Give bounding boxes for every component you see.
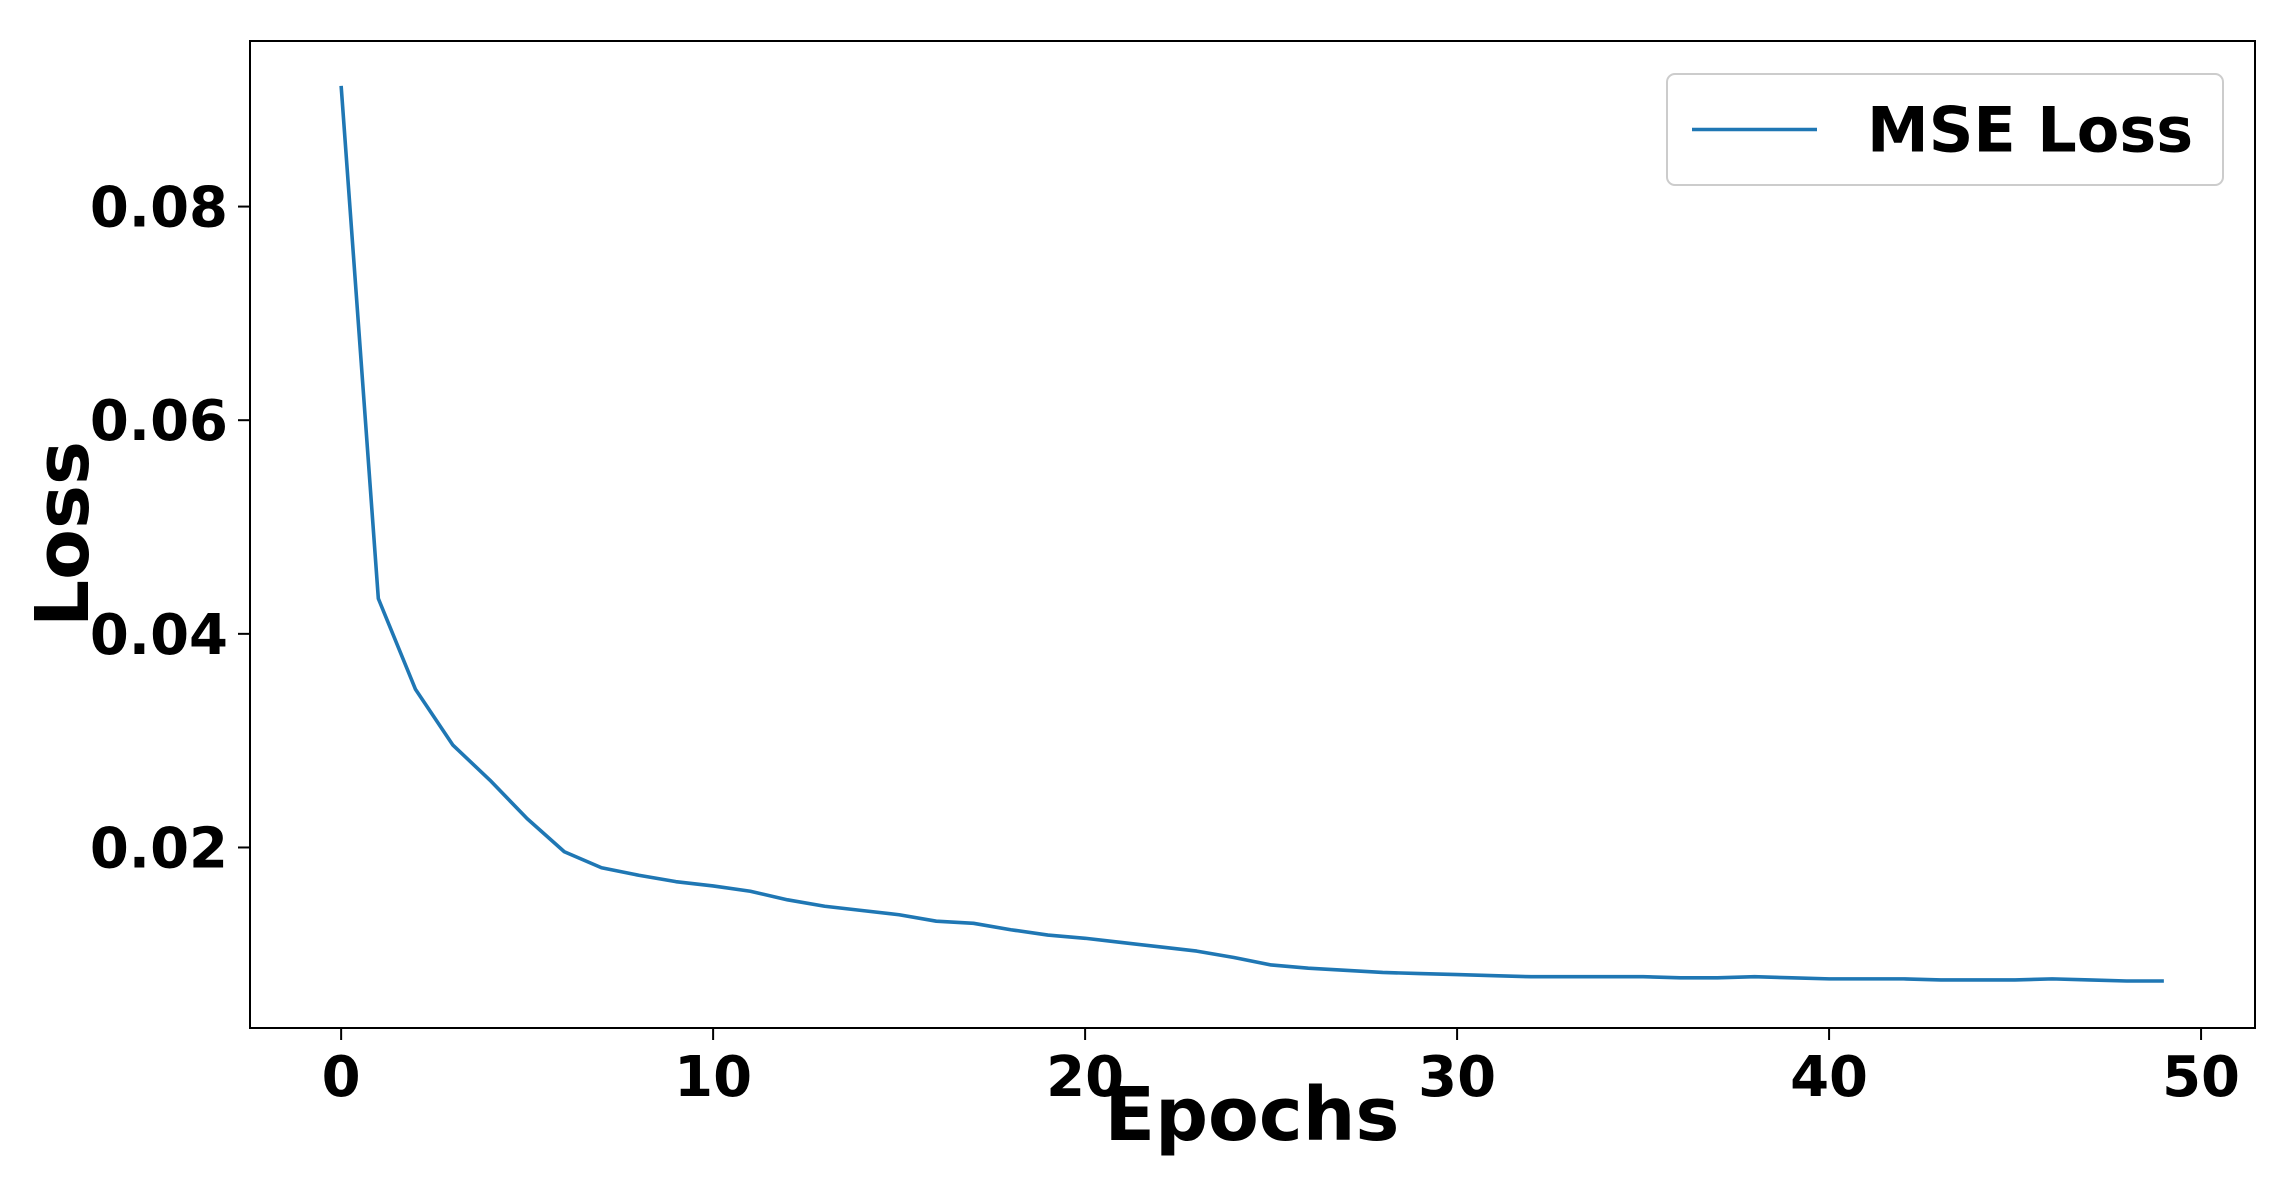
- data-line: [339, 85, 2164, 983]
- x-tick-label: 40: [1790, 1045, 1868, 1110]
- x-tick-label: 10: [674, 1045, 752, 1110]
- x-tick-label: 50: [2162, 1045, 2240, 1110]
- axes-frame: [249, 40, 2256, 1029]
- y-tick-label: 0.02: [90, 816, 228, 881]
- y-tick-label: 0.04: [90, 603, 228, 668]
- x-tick-label: 30: [1418, 1045, 1496, 1110]
- x-axis-label: Epochs: [1105, 1072, 1400, 1158]
- legend-box: [1666, 73, 2224, 186]
- y-tick-label: 0.06: [90, 389, 228, 454]
- y-axis-label: Loss: [20, 441, 106, 627]
- y-tick-label: 0.08: [90, 176, 228, 241]
- x-tick-label: 0: [322, 1045, 361, 1110]
- legend-label: MSE Loss: [1867, 94, 2193, 167]
- x-tick-label: 20: [1046, 1045, 1124, 1110]
